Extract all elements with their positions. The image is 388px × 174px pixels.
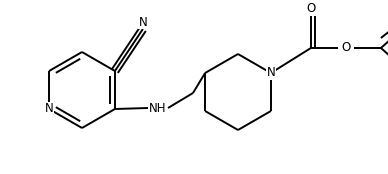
- Text: O: O: [306, 2, 315, 15]
- Text: O: O: [341, 42, 350, 54]
- Text: N: N: [45, 102, 54, 116]
- Text: NH: NH: [149, 101, 167, 114]
- Text: N: N: [139, 15, 147, 29]
- Text: N: N: [267, 66, 275, 80]
